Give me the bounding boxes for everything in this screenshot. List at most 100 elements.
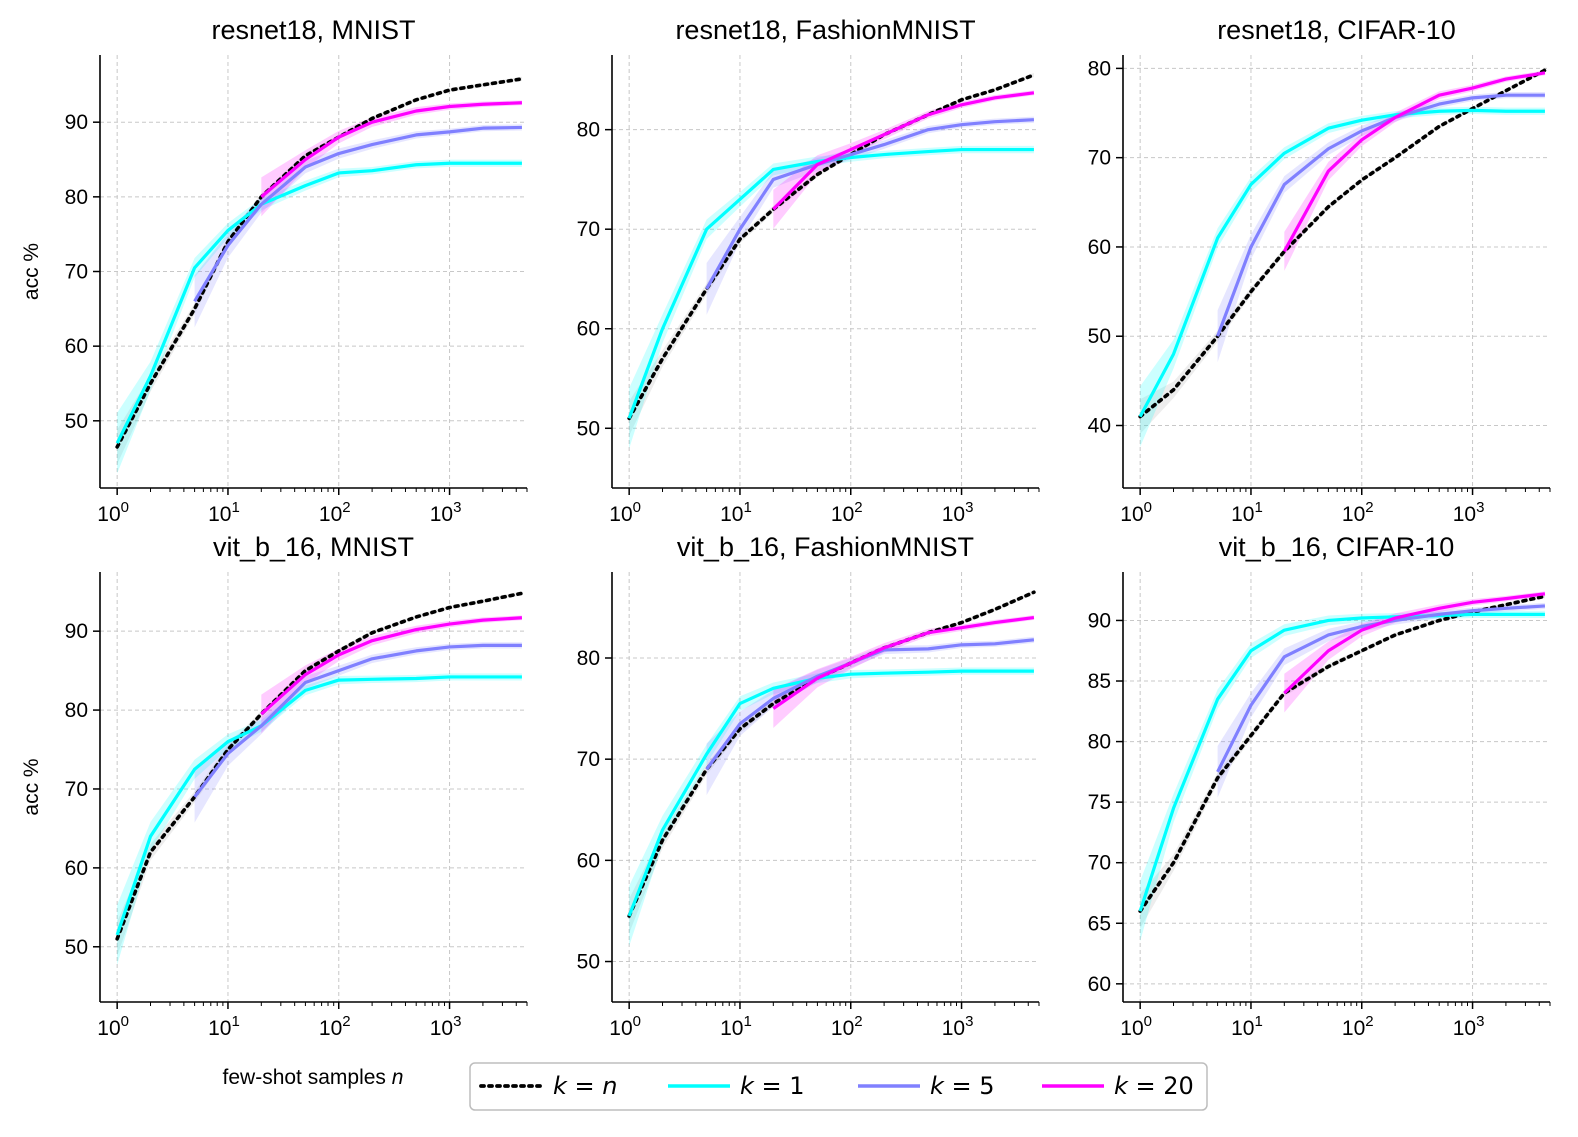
- y-axis-label: acc %: [20, 758, 43, 815]
- band-k-1: [117, 673, 522, 966]
- y-tick-label: 80: [577, 119, 600, 142]
- x-tick-label: 102: [319, 499, 351, 526]
- y-tick-label: 60: [1088, 236, 1111, 259]
- series-line-k-1: [115, 161, 522, 444]
- legend-label: k = n: [553, 1072, 618, 1100]
- legend-label: k = 20: [1114, 1072, 1194, 1100]
- y-tick-label: 60: [1088, 973, 1111, 996]
- subplot-5: 50 60 70 80 100 101 102 103 vit_b_16, FashionMNI…: [577, 532, 1040, 1040]
- y-tick-label: 90: [65, 111, 88, 134]
- series-line-k-n: [115, 77, 524, 449]
- y-tick-label: 60: [65, 335, 88, 358]
- x-tick-label: 100: [1120, 1013, 1152, 1040]
- x-tick-label: 100: [97, 1013, 129, 1040]
- series-line-k-20: [260, 101, 522, 199]
- band-k-20: [261, 615, 522, 734]
- x-tick-label: 100: [609, 499, 641, 526]
- y-tick-label: 50: [65, 410, 88, 433]
- series-line-k-20: [1282, 71, 1546, 253]
- x-tick-label: 101: [208, 1013, 240, 1040]
- y-tick-label: 60: [577, 318, 600, 341]
- subplot-1: 50 60 70 80 90 100 101 102 103 resnet18, MNIST acc…: [20, 15, 528, 526]
- x-tick-label: 102: [319, 1013, 351, 1040]
- series-line-k-5: [1216, 93, 1545, 337]
- band-k-n: [629, 590, 1034, 934]
- band-k-n: [117, 76, 522, 465]
- y-tick-label: 50: [577, 951, 600, 974]
- grid: [100, 55, 527, 488]
- band-k-5: [194, 642, 522, 823]
- subplot-title: resnet18, MNIST: [211, 15, 415, 45]
- x-tick-label: 103: [430, 499, 462, 526]
- series-line-k-5: [193, 125, 522, 303]
- x-tick-label: 101: [1231, 499, 1263, 526]
- x-tick-label: 101: [208, 499, 240, 526]
- x-tick-label: 102: [1342, 1013, 1374, 1040]
- x-tick-label: 103: [430, 1013, 462, 1040]
- band-k-1: [117, 159, 522, 474]
- band-k-1: [629, 667, 1034, 947]
- subplot-title: vit_b_16, MNIST: [213, 532, 414, 562]
- y-tick-label: 80: [65, 699, 88, 722]
- x-tick-label: 100: [1120, 499, 1152, 526]
- series-line-k-1: [627, 147, 1034, 419]
- y-tick-label: 40: [1088, 415, 1111, 438]
- series-line-k-5: [193, 643, 522, 798]
- x-tick-label: 102: [831, 499, 863, 526]
- series-line-k-20: [772, 615, 1035, 710]
- x-tick-label: 103: [942, 499, 974, 526]
- x-tick-label: 102: [1342, 499, 1374, 526]
- legend-label: k = 5: [930, 1072, 995, 1100]
- subplot-title: resnet18, FashionMNIST: [675, 15, 975, 45]
- y-tick-label: 70: [577, 218, 600, 241]
- subplot-title: resnet18, CIFAR-10: [1217, 15, 1456, 45]
- y-tick-label: 70: [65, 261, 88, 284]
- band-k-20: [1284, 70, 1545, 271]
- y-tick-label: 90: [1088, 609, 1111, 632]
- y-tick-label: 80: [65, 186, 88, 209]
- subplot-3: 40 50 60 70 80 100 101 102 103 resnet18, CIFAR-10: [1088, 15, 1551, 526]
- series-line-k-20: [1283, 592, 1546, 695]
- x-tick-label: 101: [1231, 1013, 1263, 1040]
- y-axis-label: acc %: [20, 243, 43, 300]
- legend-label: k = 1: [740, 1072, 805, 1100]
- grid: [612, 55, 1039, 488]
- subplot-2: 50 60 70 80 100 101 102 103 resnet18, FashionMNI…: [577, 15, 1040, 526]
- subplot-4: 50 60 70 80 90 100 101 102 103 vit_b_16, MNIST acc…: [20, 532, 528, 1089]
- series-line-k-20: [772, 91, 1035, 211]
- grid: [100, 572, 527, 1002]
- legend-frame: [469, 1062, 1208, 1111]
- x-tick-label: 100: [609, 1013, 641, 1040]
- x-tick-label: 101: [720, 1013, 752, 1040]
- y-tick-label: 70: [1088, 852, 1111, 875]
- subplot-6: 60 65 70 75 80 85 90 100 101 102 103 vit_b_16, CIFA…: [1088, 532, 1551, 1040]
- series-line-k-n: [115, 591, 524, 941]
- y-tick-label: 70: [1088, 147, 1111, 170]
- band-k-20: [773, 90, 1034, 229]
- x-tick-label: 103: [1453, 499, 1485, 526]
- y-tick-label: 50: [1088, 325, 1111, 348]
- y-tick-label: 60: [65, 857, 88, 880]
- band-k-20: [261, 100, 522, 217]
- legend: k = n k = 1 k = 5 k = 20: [469, 1062, 1208, 1111]
- y-tick-label: 75: [1088, 791, 1111, 814]
- x-tick-label: 101: [720, 499, 752, 526]
- y-tick-label: 65: [1088, 912, 1111, 935]
- y-tick-label: 85: [1088, 670, 1111, 693]
- subplot-title: vit_b_16, CIFAR-10: [1219, 532, 1455, 562]
- series-line-k-1: [1138, 108, 1545, 418]
- series-line-k-20: [260, 616, 523, 716]
- series-line-k-5: [705, 118, 1035, 290]
- series-line-k-n: [627, 590, 1036, 918]
- y-tick-label: 90: [65, 620, 88, 643]
- band-k-5: [1217, 602, 1545, 798]
- x-axis-label: few-shot samples n: [223, 1066, 404, 1089]
- x-tick-label: 100: [97, 499, 129, 526]
- y-tick-label: 70: [577, 748, 600, 771]
- y-tick-label: 50: [577, 417, 600, 440]
- series-line-k-1: [627, 669, 1034, 917]
- series-line-k-1: [115, 675, 522, 936]
- band-k-5: [1217, 92, 1545, 363]
- x-tick-label: 103: [1453, 1013, 1485, 1040]
- band-k-1: [629, 145, 1034, 449]
